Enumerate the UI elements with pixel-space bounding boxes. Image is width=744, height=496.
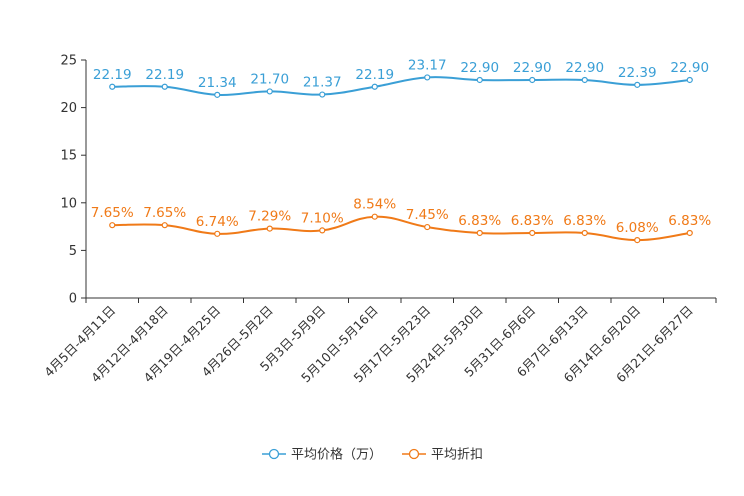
y-tick-label: 5 — [69, 244, 77, 259]
data-label: 22.90 — [460, 60, 499, 76]
data-point — [634, 81, 641, 88]
legend-marker — [268, 448, 280, 460]
y-tick-label: 15 — [60, 149, 77, 164]
series-2: 7.65% 7.65% 6.74% 7.29% 7.10% 8.54% 7.45% 6.83%… — [91, 197, 711, 244]
legend: 平均价格（万） 平均折扣 — [262, 447, 483, 463]
data-point — [529, 229, 536, 237]
series-layer: 22.19 22.19 21.34 21.70 21.37 22.19 23.17 22.90… — [91, 57, 711, 244]
data-label: 21.37 — [303, 75, 342, 91]
data-label: 22.90 — [670, 60, 709, 76]
data-label: 22.39 — [618, 65, 657, 81]
data-label: 7.29% — [248, 209, 291, 225]
data-label: 22.19 — [93, 67, 132, 83]
data-point — [161, 222, 168, 229]
data-label: 6.74% — [196, 214, 239, 230]
data-label: 21.34 — [198, 75, 237, 91]
data-point — [266, 225, 273, 232]
data-label: 7.45% — [406, 207, 449, 223]
data-label: 6.83% — [458, 213, 501, 229]
data-point — [686, 229, 693, 237]
data-point — [634, 237, 641, 244]
legend-label: 平均折扣 — [431, 448, 483, 463]
data-point — [581, 76, 588, 84]
y-tick-label: 20 — [60, 101, 77, 116]
data-point — [371, 213, 378, 220]
y-tick-label: 0 — [69, 292, 77, 307]
data-point — [214, 230, 221, 237]
data-label: 7.65% — [91, 205, 134, 221]
data-label: 6.08% — [616, 220, 659, 236]
series-1: 22.19 22.19 21.34 21.70 21.37 22.19 23.17 22.90… — [93, 57, 709, 98]
data-label: 23.17 — [408, 57, 447, 73]
series-line — [112, 215, 690, 242]
data-label: 22.90 — [513, 60, 552, 76]
legend-item-1: 平均价格（万） — [262, 447, 382, 463]
data-point — [161, 83, 168, 90]
data-point — [109, 83, 116, 90]
data-label: 22.19 — [355, 67, 394, 83]
data-point — [371, 83, 378, 90]
data-label: 6.83% — [563, 213, 606, 229]
data-point — [319, 227, 326, 234]
legend-marker — [408, 448, 420, 460]
data-point — [424, 223, 431, 231]
data-label: 7.65% — [143, 205, 186, 221]
series-line — [112, 76, 690, 96]
legend-item-2: 平均折扣 — [402, 448, 483, 463]
legend-label: 平均价格（万） — [291, 447, 382, 463]
data-label: 6.83% — [511, 213, 554, 229]
data-point — [581, 229, 588, 237]
data-point — [109, 222, 116, 229]
data-label: 22.90 — [565, 60, 604, 76]
data-point — [529, 76, 536, 84]
data-point — [476, 76, 483, 84]
data-point — [686, 76, 693, 84]
data-point — [214, 91, 221, 98]
data-label: 8.54% — [353, 197, 396, 213]
data-label: 22.19 — [145, 67, 184, 83]
y-tick-label: 10 — [60, 196, 77, 211]
data-label: 21.70 — [250, 71, 289, 87]
y-tick-label: 25 — [60, 54, 77, 69]
data-label: 6.83% — [668, 213, 711, 229]
data-point — [266, 88, 273, 95]
data-point — [319, 91, 326, 98]
data-label: 7.10% — [301, 210, 344, 226]
data-point — [424, 74, 431, 81]
data-point — [476, 229, 483, 237]
